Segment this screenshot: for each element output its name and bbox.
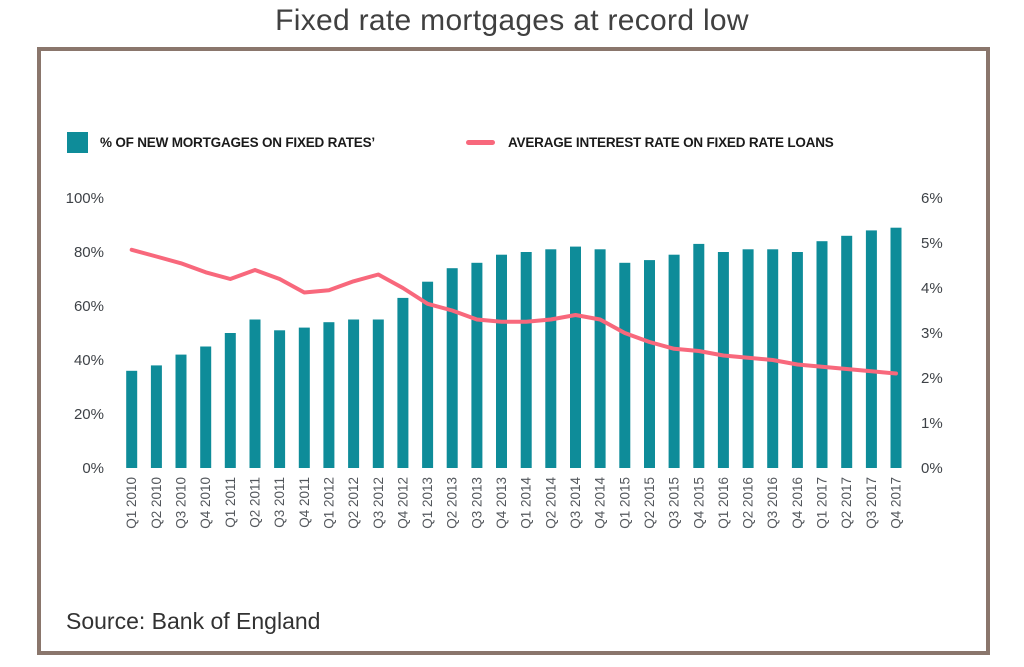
bar-q4-2011 (298, 327, 310, 468)
legend-item-bars: % OF NEW MORTGAGES ON FIXED RATES’ (67, 131, 375, 153)
x-axis-label: Q4 2012 (395, 477, 410, 529)
legend-label-bars: % OF NEW MORTGAGES ON FIXED RATES’ (100, 134, 375, 150)
line-series-swatch-icon (466, 139, 495, 145)
legend-label-line: AVERAGE INTEREST RATE ON FIXED RATE LOAN… (508, 134, 834, 150)
left-axis-tick: 60% (74, 298, 104, 315)
bar-q1-2012 (323, 322, 335, 468)
left-axis-tick: 0% (82, 460, 104, 477)
x-axis-label: Q2 2010 (149, 477, 164, 529)
chart-title: Fixed rate mortgages at record low (275, 4, 749, 37)
x-axis-label: Q4 2013 (494, 477, 509, 529)
bar-q3-2010 (175, 354, 187, 468)
x-axis-label: Q4 2017 (889, 477, 904, 529)
bar-q2-2010 (150, 365, 162, 468)
x-axis-label: Q1 2011 (223, 477, 238, 528)
bar-q3-2013 (471, 262, 483, 468)
left-axis-tick: 20% (74, 406, 104, 423)
bar-q2-2011 (249, 319, 261, 468)
x-axis-label: Q1 2012 (321, 477, 336, 529)
x-axis-label: Q1 2010 (124, 477, 139, 529)
bar-q2-2017 (841, 235, 853, 468)
bar-q4-2016 (791, 252, 803, 468)
bar-q3-2012 (372, 319, 384, 468)
bar-q2-2013 (446, 268, 458, 468)
x-axis-label: Q3 2014 (568, 477, 583, 529)
bar-q4-2012 (397, 297, 409, 468)
x-axis-label: Q2 2011 (248, 477, 263, 528)
bar-q2-2012 (348, 319, 360, 468)
right-axis-tick: 5% (921, 235, 943, 252)
x-axis-label: Q2 2015 (642, 477, 657, 529)
right-axis-tick: 6% (921, 190, 943, 207)
x-axis-label: Q2 2012 (346, 477, 361, 529)
bar-q3-2014 (570, 246, 581, 468)
bar-q4-2013 (496, 254, 507, 468)
x-axis-label: Q4 2015 (691, 477, 706, 529)
x-axis-label: Q3 2013 (469, 477, 484, 529)
x-axis-label: Q3 2017 (864, 477, 879, 529)
bar-q1-2011 (224, 333, 236, 468)
legend-item-line: AVERAGE INTEREST RATE ON FIXED RATE LOAN… (466, 131, 834, 153)
bar-series-swatch-icon (67, 131, 88, 153)
bar-q3-2017 (865, 230, 877, 468)
x-axis-label: Q2 2016 (741, 477, 756, 529)
x-axis-label: Q4 2016 (790, 477, 805, 529)
x-axis-label: Q1 2014 (519, 477, 534, 529)
right-axis-tick: 4% (921, 280, 943, 297)
x-axis-label: Q4 2011 (297, 477, 312, 528)
bar-q4-2015 (693, 243, 705, 468)
x-axis-label: Q1 2017 (815, 477, 830, 529)
interest-rate-line (129, 247, 898, 376)
x-axis-label: Q3 2015 (667, 477, 682, 529)
x-axis-label: Q1 2015 (617, 477, 632, 529)
x-axis-label: Q3 2010 (174, 477, 189, 529)
chart-frame (37, 47, 990, 655)
x-axis-label: Q3 2011 (272, 477, 287, 528)
right-axis-tick: 1% (921, 415, 943, 432)
right-axis-tick: 0% (921, 460, 943, 477)
right-axis-tick: 2% (921, 370, 943, 387)
bar-q1-2014 (520, 252, 532, 468)
left-axis-tick: 40% (74, 352, 104, 369)
x-axis-label: Q3 2012 (371, 477, 386, 529)
bar-q4-2010 (200, 346, 212, 468)
bar-q1-2015 (619, 262, 631, 468)
bar-q2-2014 (545, 249, 557, 468)
source-note: Source: Bank of England (66, 608, 321, 634)
bar-q4-2017 (890, 227, 902, 468)
x-axis-label: Q3 2016 (765, 477, 780, 529)
bar-q2-2015 (644, 260, 655, 468)
bar-q1-2017 (816, 241, 828, 468)
x-axis-label: Q2 2014 (543, 477, 558, 529)
x-axis-label: Q4 2010 (198, 477, 213, 529)
bar-q3-2011 (274, 330, 286, 468)
bar-q3-2015 (668, 254, 680, 468)
bar-q1-2013 (422, 281, 434, 468)
bar-q4-2014 (594, 249, 606, 468)
x-axis-label: Q2 2017 (839, 477, 854, 529)
bar-q1-2016 (717, 252, 729, 468)
x-axis-label: Q1 2016 (716, 477, 731, 529)
x-axis-label: Q4 2014 (593, 477, 608, 529)
left-axis-tick: 80% (74, 244, 104, 261)
x-axis-label: Q1 2013 (420, 477, 435, 529)
bar-q1-2010 (126, 370, 138, 468)
right-axis-tick: 3% (921, 325, 943, 342)
x-axis-label: Q2 2013 (445, 477, 460, 529)
left-axis-tick: 100% (66, 190, 104, 207)
